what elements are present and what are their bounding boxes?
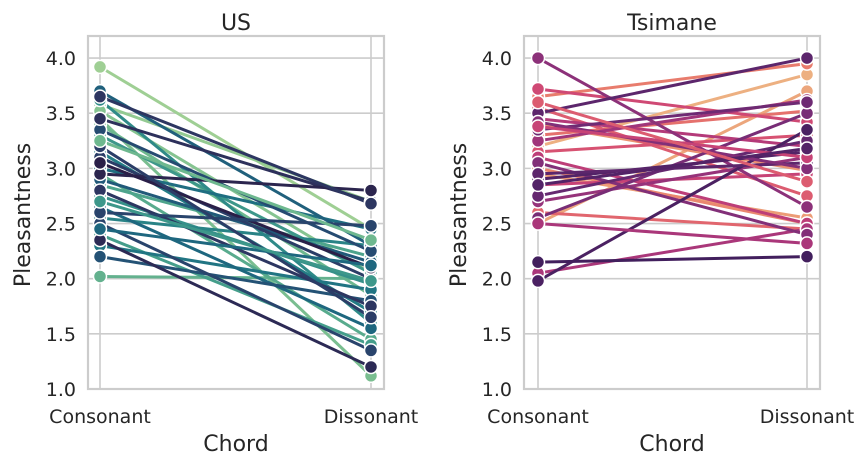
us-data-point: [363, 232, 379, 248]
tsimane-series-line: [536, 133, 809, 154]
tsimane-data-point: [799, 174, 815, 189]
chart-us-plot-area: 1.0 1.5 2.0 2.5 3.0 3.5 4.0 Consonant Dissonant: [46, 34, 419, 428]
tsimane-series-line: [536, 87, 809, 124]
us-ytick-label: 4.0: [46, 48, 76, 70]
tsimane-series-line: [536, 120, 809, 170]
tsimane-xtick-label: Consonant: [487, 406, 589, 428]
us-data-point: [363, 183, 379, 198]
us-data-point: [92, 221, 108, 237]
us-data-point: [363, 359, 379, 375]
tsimane-data-point: [799, 122, 815, 138]
tsimane-series-line: [536, 56, 809, 115]
us-series-line: [98, 144, 373, 319]
tsimane-data-point: [530, 119, 546, 134]
tsimane-series-line: [536, 227, 809, 275]
tsimane-xtick-label: Dissonant: [760, 406, 855, 428]
tsimane-data-point: [530, 94, 546, 110]
tsimane-series-line: [536, 255, 809, 264]
us-ytick-label: 3.0: [46, 158, 76, 180]
us-data-point: [363, 273, 379, 289]
us-series-line: [98, 172, 373, 192]
chart-us-ylabel: Pleasantness: [11, 143, 36, 287]
us-ytick-label: 1.0: [46, 379, 76, 401]
us-data-point: [92, 249, 108, 264]
tsimane-data-point: [530, 177, 546, 193]
us-series-line: [98, 222, 373, 352]
us-data-point: [363, 258, 379, 273]
us-series-line: [98, 139, 373, 242]
chart-tsimane: Tsimane Chord Pleasantness 1.0 1.5 2.0 2.5 3…: [447, 11, 854, 457]
tsimane-data-point: [799, 94, 815, 110]
us-series-line: [98, 177, 373, 264]
us-series-line: [98, 89, 373, 248]
tsimane-series-line: [536, 155, 809, 226]
us-data-point: [363, 310, 379, 325]
us-series-line: [98, 238, 373, 369]
tsimane-ytick-label: 1.0: [482, 379, 512, 401]
us-data-point: [92, 59, 108, 75]
us-series-line: [98, 227, 373, 267]
chart-tsimane-plot-area: 1.0 1.5 2.0 2.5 3.0 3.5 4.0 Consonant Dissonant: [482, 34, 855, 428]
chart-us-title: US: [221, 11, 251, 36]
tsimane-series-line: [536, 100, 809, 184]
tsimane-ytick-label: 3.0: [482, 158, 512, 180]
us-axes-frame: [86, 34, 386, 391]
chart-tsimane-ylabel: Pleasantness: [447, 143, 472, 287]
tsimane-ytick-label: 1.5: [482, 324, 512, 346]
us-data-point: [92, 133, 108, 149]
tsimane-axes-frame: [522, 34, 822, 391]
chart-tsimane-xlabel: Chord: [639, 432, 704, 457]
us-xtick-label: Consonant: [49, 406, 151, 428]
us-ytick-label: 2.0: [46, 269, 76, 291]
chart-us: US Chord Pleasantness 1.0 1.5 2.0 2.5 3.0 3.5…: [11, 11, 418, 457]
tsimane-series-line: [536, 147, 809, 187]
us-data-point: [363, 218, 379, 233]
us-data-point: [363, 343, 379, 358]
us-ytick-label: 1.5: [46, 324, 76, 346]
us-data-point: [363, 196, 379, 211]
chart-tsimane-title: Tsimane: [626, 11, 717, 36]
tsimane-ytick-label: 3.5: [482, 103, 512, 125]
tsimane-series-line: [536, 100, 809, 132]
tsimane-series-line: [536, 56, 809, 209]
us-data-point: [92, 194, 108, 209]
us-data-point: [92, 89, 108, 104]
us-series-line: [98, 95, 373, 206]
tsimane-ytick-label: 2.0: [482, 269, 512, 291]
tsimane-series-line: [536, 211, 809, 231]
us-series-line: [98, 172, 373, 341]
chart-us-xlabel: Chord: [203, 432, 268, 457]
us-ytick-label: 3.5: [46, 103, 76, 125]
tsimane-data-point: [530, 216, 546, 231]
us-data-point: [92, 269, 108, 284]
us-data-point: [92, 155, 108, 171]
tsimane-data-point: [799, 199, 815, 215]
tsimane-data-point: [530, 254, 546, 270]
us-series-line: [98, 255, 373, 303]
us-ytick-label: 2.5: [46, 214, 76, 236]
us-series-line: [98, 161, 373, 270]
tsimane-data-point: [530, 50, 546, 66]
us-series-line: [98, 205, 373, 330]
tsimane-data-point: [799, 50, 815, 66]
tsimane-series-line: [536, 161, 809, 176]
tsimane-ytick-label: 2.5: [482, 214, 512, 236]
us-data-point: [92, 111, 108, 126]
tsimane-data-point: [799, 236, 815, 251]
us-series-line: [98, 199, 373, 283]
tsimane-data-point: [799, 249, 815, 264]
tsimane-ytick-label: 4.0: [482, 48, 512, 70]
tsimane-data-point: [530, 273, 546, 289]
tsimane-series-line: [536, 222, 809, 245]
us-xtick-label: Dissonant: [324, 406, 419, 428]
tsimane-data-point: [799, 141, 815, 156]
tsimane-series-line: [536, 62, 809, 99]
us-series-line: [98, 65, 373, 231]
tsimane-data-point: [530, 81, 546, 97]
